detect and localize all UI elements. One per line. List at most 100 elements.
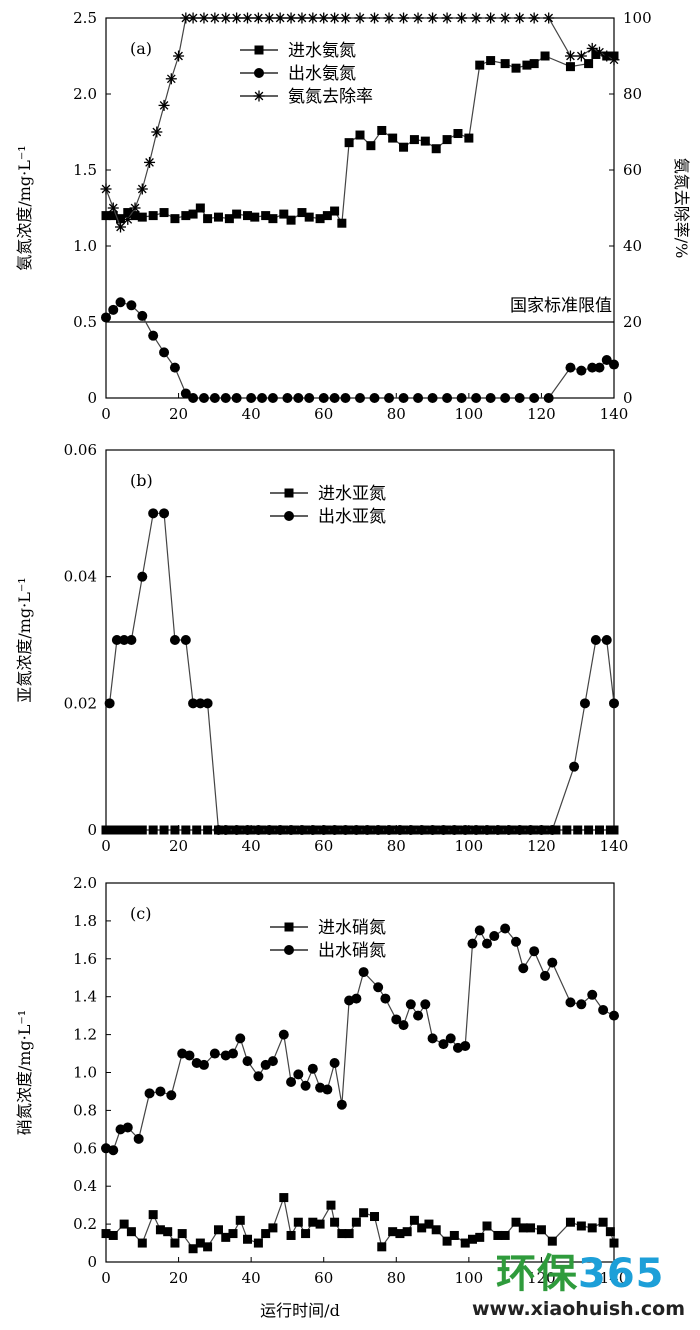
- data-point-stroke: [152, 127, 162, 137]
- series-line: [109, 512, 615, 831]
- data-point: [220, 12, 232, 24]
- data-point: [529, 946, 540, 957]
- data-point: [155, 1225, 165, 1235]
- data-point: [232, 209, 242, 219]
- data-point: [522, 60, 532, 70]
- data-point: [409, 135, 419, 145]
- data-point: [369, 12, 381, 24]
- data-point: [231, 393, 242, 403]
- data-point: [243, 1234, 253, 1244]
- legend-marker-stroke: [254, 91, 264, 101]
- y-tick-label: 1.6: [73, 950, 97, 968]
- data-point: [101, 211, 111, 221]
- data-point: [413, 1010, 424, 1021]
- data-point: [362, 825, 373, 835]
- data-point: [511, 63, 521, 73]
- watermark-logo-text: 环保: [496, 1251, 578, 1297]
- data-point: [209, 393, 220, 403]
- data-point: [170, 1238, 180, 1248]
- data-point: [155, 1086, 166, 1097]
- data-point: [180, 388, 191, 399]
- data-point: [373, 982, 384, 993]
- data-point: [180, 635, 191, 645]
- data-point-stroke: [108, 203, 118, 213]
- data-point: [500, 1230, 510, 1240]
- x-tick-label: 100: [455, 1269, 484, 1287]
- data-point: [351, 993, 362, 1004]
- data-point: [518, 963, 529, 974]
- data-point: [224, 214, 234, 224]
- data-point: [486, 56, 496, 66]
- data-point: [318, 825, 329, 835]
- legend-label: 氨氮去除率: [288, 87, 373, 107]
- data-point: [195, 1238, 205, 1248]
- data-point: [470, 12, 482, 24]
- data-point-stroke: [457, 13, 466, 23]
- data-point: [594, 825, 604, 835]
- data-point: [514, 393, 525, 403]
- data-point: [547, 957, 558, 968]
- data-point: [492, 825, 503, 835]
- data-point: [590, 635, 601, 645]
- data-point: [398, 12, 410, 24]
- data-point: [398, 1020, 409, 1031]
- data-point: [351, 825, 362, 835]
- data-point: [569, 761, 580, 772]
- right-y-tick-label: 60: [623, 161, 642, 179]
- data-point-stroke: [174, 51, 183, 61]
- data-point: [388, 1227, 398, 1237]
- data-point: [420, 999, 431, 1010]
- y-tick-label: 1.5: [73, 161, 97, 179]
- data-point: [565, 362, 576, 373]
- data-point: [518, 1223, 528, 1233]
- data-point-stroke: [515, 13, 525, 23]
- data-point: [547, 1236, 557, 1246]
- data-point: [609, 1238, 619, 1248]
- data-point-stroke: [384, 13, 394, 23]
- x-tick-label: 100: [455, 837, 484, 855]
- legend-label: 进水氨氮: [288, 41, 356, 61]
- data-point: [228, 1048, 238, 1059]
- data-point: [388, 133, 398, 143]
- data-point: [293, 1217, 303, 1227]
- data-point: [525, 825, 536, 835]
- y-tick-label: 2.0: [73, 85, 97, 103]
- data-point: [137, 310, 148, 321]
- data-point: [188, 698, 199, 709]
- data-point: [417, 1223, 427, 1233]
- data-point: [399, 142, 409, 152]
- x-tick-label: 40: [242, 837, 261, 855]
- data-point-stroke: [529, 13, 539, 23]
- data-point-stroke: [399, 13, 408, 23]
- data-point: [500, 59, 510, 69]
- y-axis-title: 硝氮浓度/mg·L⁻¹: [15, 1010, 34, 1135]
- data-point: [169, 635, 180, 645]
- data-point: [180, 12, 192, 24]
- y-tick-label: 0.6: [73, 1139, 97, 1157]
- data-point: [213, 825, 224, 835]
- panel-label: (c): [130, 904, 151, 923]
- data-point: [384, 825, 395, 835]
- x-tick-label: 40: [242, 405, 261, 423]
- data-point: [464, 133, 474, 143]
- data-point: [253, 825, 264, 835]
- legend-marker: [253, 90, 265, 102]
- data-point: [369, 393, 380, 403]
- y-tick-label: 0.02: [64, 694, 97, 712]
- data-point-stroke: [576, 51, 586, 61]
- data-point-stroke: [602, 51, 612, 61]
- data-point: [441, 12, 453, 24]
- data-point: [601, 355, 612, 365]
- data-point: [340, 393, 351, 403]
- series-1: [101, 1193, 619, 1254]
- data-point: [322, 211, 332, 221]
- watermark: 环保365 www.xiaohuish.com: [470, 1252, 698, 1328]
- y-tick-label: 2.0: [73, 874, 97, 892]
- data-point: [609, 359, 619, 370]
- data-point: [148, 211, 158, 221]
- data-point: [460, 1238, 470, 1248]
- data-point: [445, 1033, 456, 1044]
- watermark-url: www.xiaohuish.com: [472, 1298, 686, 1320]
- data-point-stroke: [243, 13, 252, 23]
- data-point: [471, 825, 482, 835]
